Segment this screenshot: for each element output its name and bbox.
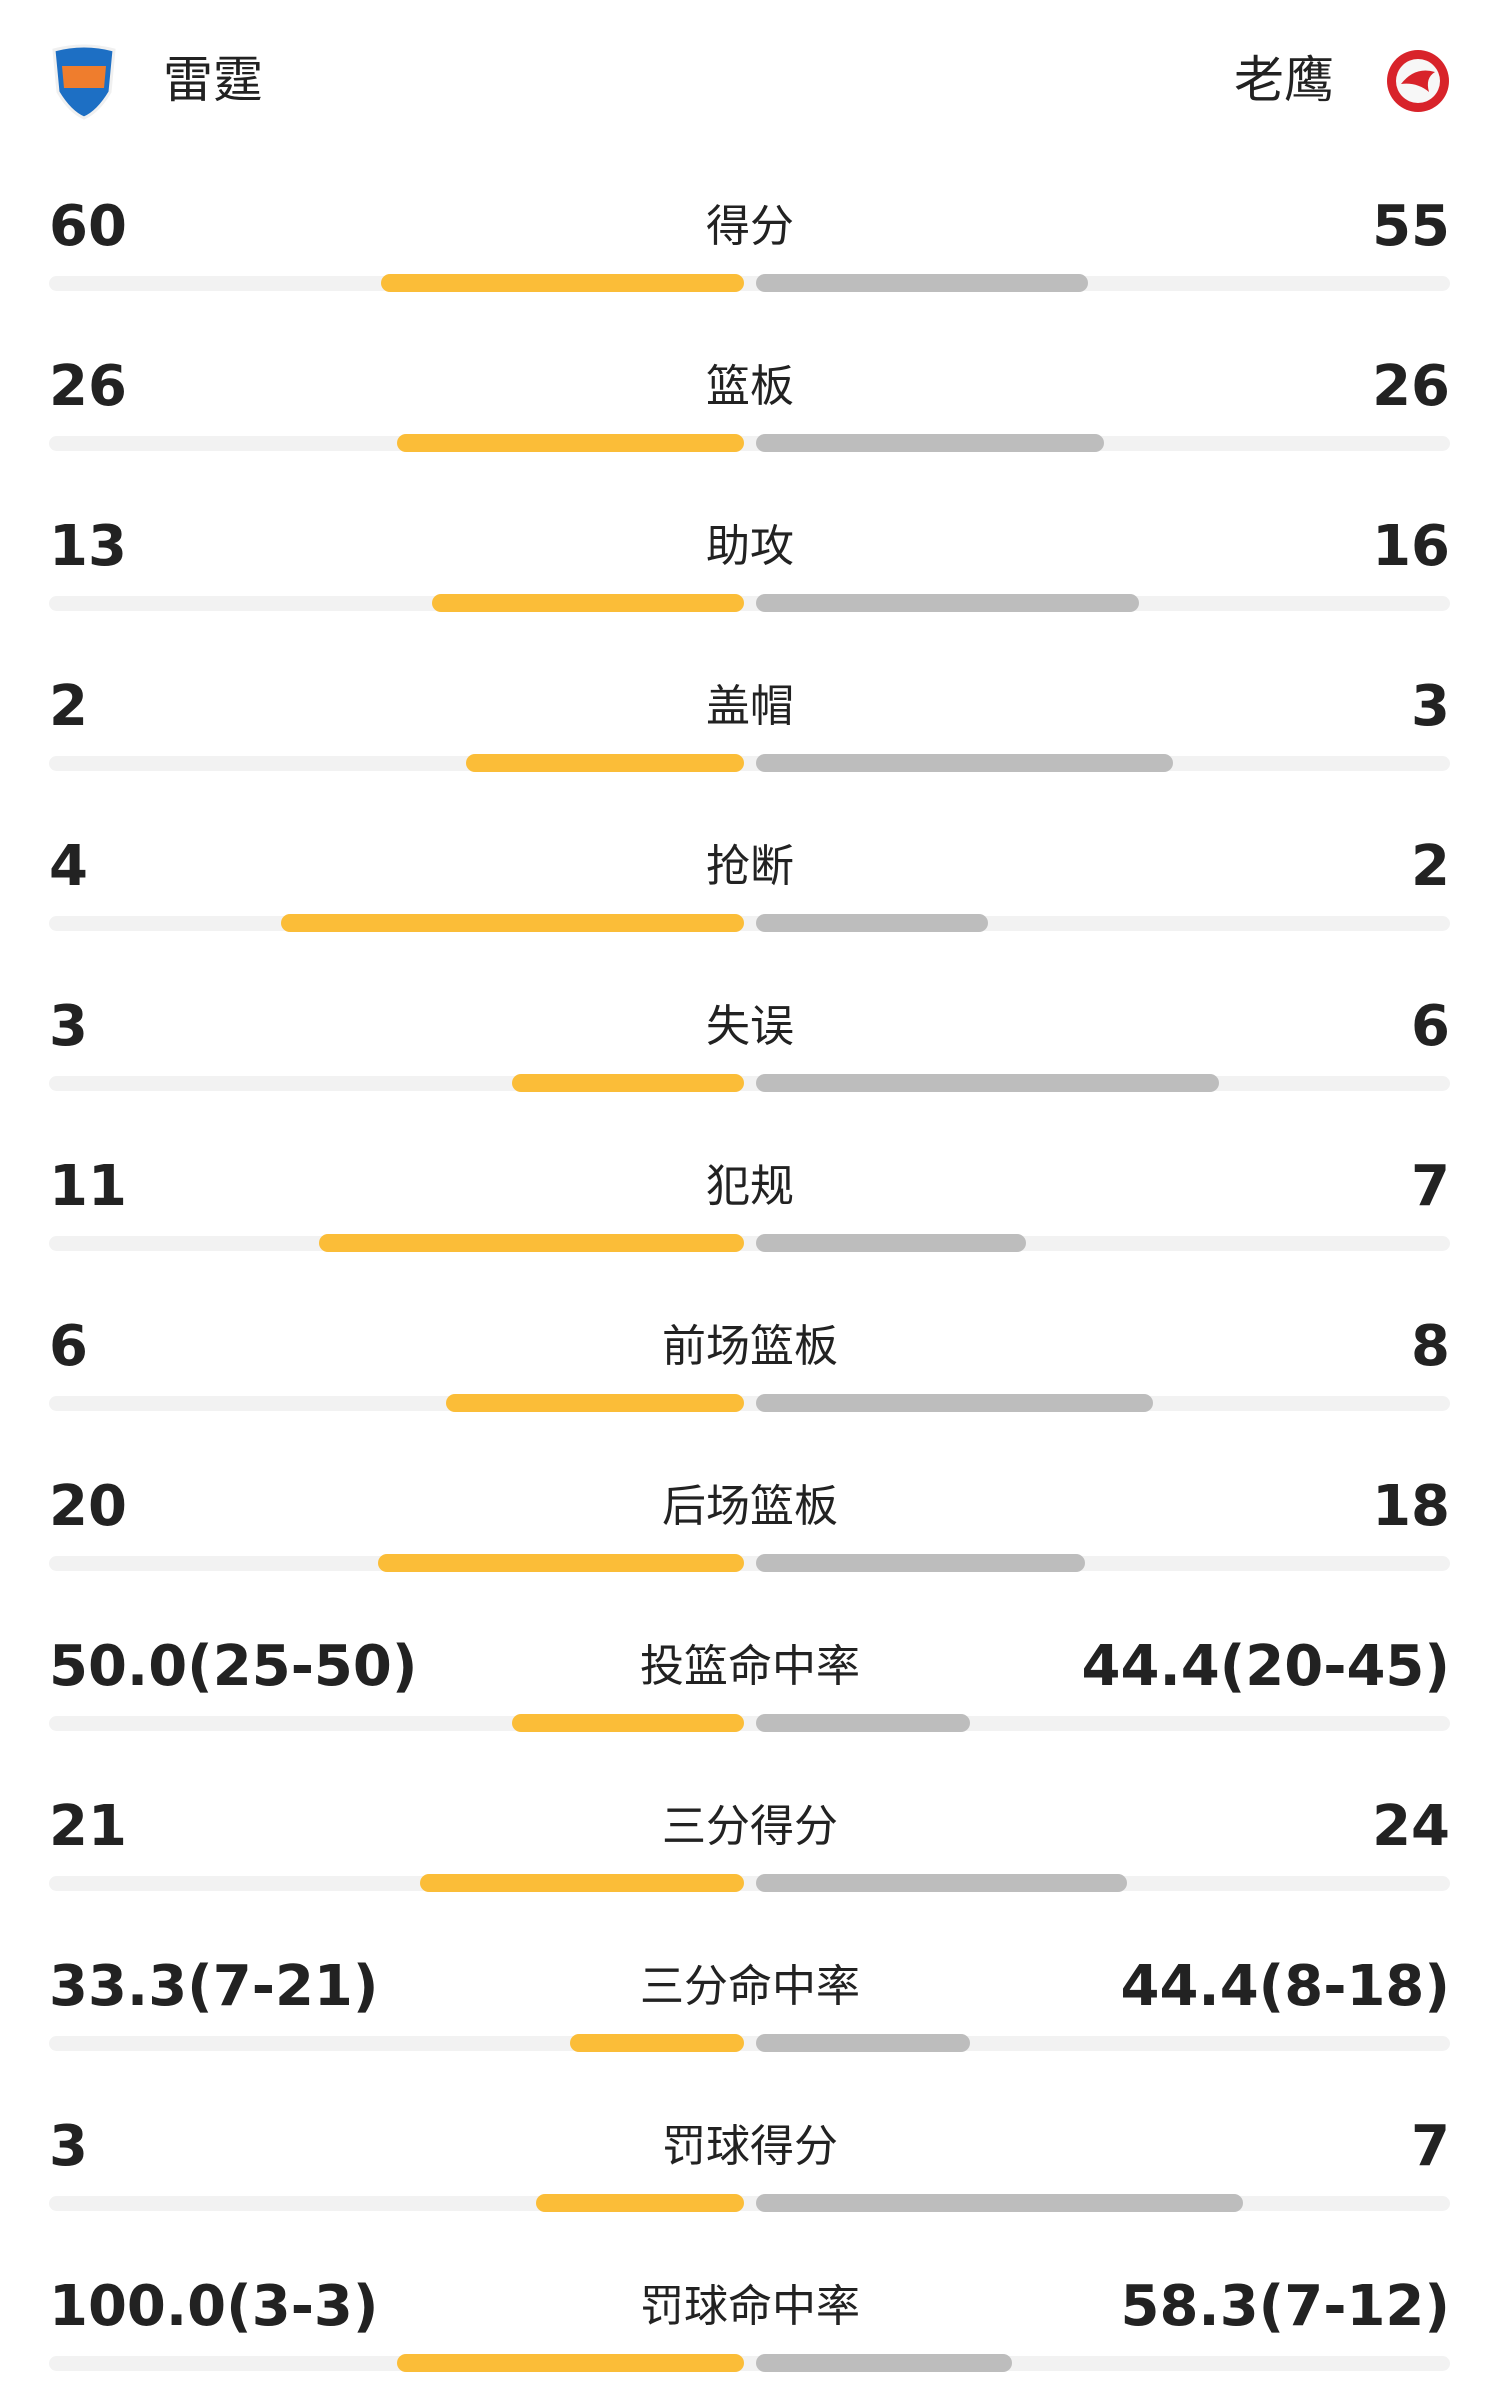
away-bar (756, 1394, 1154, 1412)
home-value: 2 (49, 674, 88, 739)
home-value: 20 (49, 1474, 127, 1539)
stat-label: 抢断 (706, 841, 794, 892)
home-value: 11 (49, 1154, 127, 1219)
stat-label: 犯规 (706, 1161, 794, 1212)
away-bar (756, 1554, 1086, 1572)
bar-track (49, 756, 1450, 771)
away-value: 7 (1411, 2114, 1450, 2179)
bar-track (49, 1396, 1450, 1411)
bar-track (49, 1236, 1450, 1251)
home-value: 4 (49, 834, 88, 899)
home-value: 100.0(3-3) (49, 2274, 379, 2339)
home-value: 26 (49, 354, 127, 419)
home-bar (512, 1714, 744, 1732)
home-bar (432, 594, 744, 612)
away-value: 44.4(20-45) (1081, 1634, 1450, 1699)
home-value: 6 (49, 1314, 88, 1379)
away-logo (1387, 50, 1449, 112)
home-value: 60 (49, 194, 127, 259)
away-bar (756, 274, 1089, 292)
home-value: 50.0(25-50) (49, 1634, 418, 1699)
stat-label: 前场篮板 (662, 1321, 838, 1372)
stat-label: 助攻 (706, 521, 794, 572)
home-bar (535, 2194, 744, 2212)
stat-label: 罚球命中率 (640, 2281, 860, 2332)
home-bar (378, 1554, 744, 1572)
away-bar (756, 754, 1173, 772)
away-value: 55 (1372, 194, 1450, 259)
home-bar (570, 2034, 744, 2052)
away-value: 16 (1372, 514, 1450, 579)
away-value: 24 (1372, 1794, 1450, 1859)
away-bar (756, 434, 1104, 452)
away-bar (756, 1074, 1220, 1092)
home-value: 13 (49, 514, 127, 579)
stat-label: 罚球得分 (662, 2121, 838, 2172)
away-bar (756, 2034, 970, 2052)
home-bar (419, 1874, 744, 1892)
bar-track (49, 1716, 1450, 1731)
away-value: 3 (1411, 674, 1450, 739)
away-bar (756, 1874, 1127, 1892)
away-bar (756, 2354, 1013, 2372)
bar-track (49, 2036, 1450, 2051)
stat-label: 得分 (706, 201, 794, 252)
bar-track (49, 276, 1450, 291)
home-bar (381, 274, 744, 292)
bar-track (49, 1876, 1450, 1891)
stat-label: 三分得分 (662, 1801, 838, 1852)
stat-label: 后场篮板 (662, 1481, 838, 1532)
stat-label: 失误 (706, 1001, 794, 1052)
away-bar (756, 914, 988, 932)
bar-track (49, 436, 1450, 451)
home-bar (280, 914, 744, 932)
away-bar (756, 1234, 1027, 1252)
away-name: 老鹰 (1234, 51, 1334, 109)
away-value: 7 (1411, 1154, 1450, 1219)
away-bar (756, 2194, 1243, 2212)
home-logo (52, 44, 116, 120)
bar-track (49, 916, 1450, 931)
away-value: 44.4(8-18) (1120, 1954, 1451, 2019)
home-bar (396, 2354, 744, 2372)
away-bar (756, 1714, 970, 1732)
home-bar (466, 754, 744, 772)
home-name: 雷霆 (163, 51, 263, 109)
bar-track (49, 596, 1450, 611)
bar-track (49, 2356, 1450, 2371)
bar-track (49, 1556, 1450, 1571)
away-value: 26 (1372, 354, 1450, 419)
away-value: 18 (1372, 1474, 1450, 1539)
away-value: 2 (1411, 834, 1450, 899)
away-value: 8 (1411, 1314, 1450, 1379)
away-value: 6 (1411, 994, 1450, 1059)
away-value: 58.3(7-12) (1120, 2274, 1451, 2339)
stat-label: 篮板 (706, 361, 794, 412)
home-bar (319, 1234, 744, 1252)
bar-track (49, 1076, 1450, 1091)
home-bar (396, 434, 744, 452)
home-value: 3 (49, 2114, 88, 2179)
away-bar (756, 594, 1140, 612)
stat-label: 三分命中率 (640, 1961, 860, 2012)
home-value: 3 (49, 994, 88, 1059)
home-bar (446, 1394, 744, 1412)
stat-label: 盖帽 (706, 681, 794, 732)
home-bar (512, 1074, 744, 1092)
stat-label: 投篮命中率 (640, 1641, 860, 1692)
home-value: 21 (49, 1794, 127, 1859)
home-value: 33.3(7-21) (49, 1954, 379, 2019)
